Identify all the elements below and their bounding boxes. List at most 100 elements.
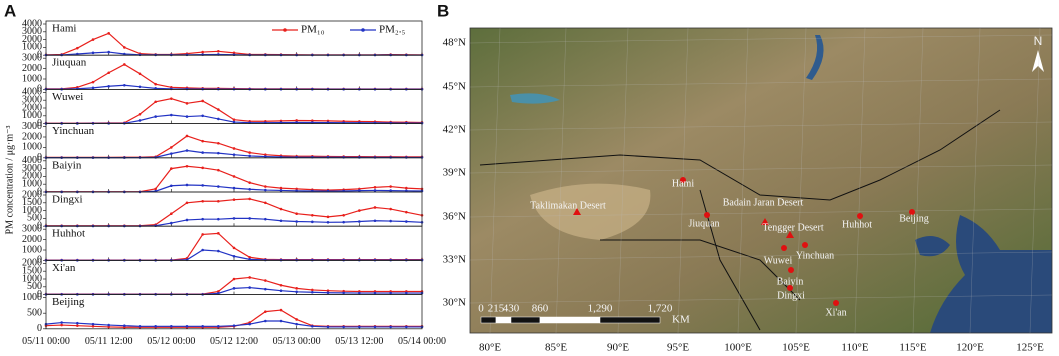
point <box>185 149 189 152</box>
city-marker <box>781 245 787 251</box>
point <box>217 249 220 253</box>
scale-bar <box>510 316 541 324</box>
point <box>248 276 251 279</box>
y-tick-label: 3000 <box>22 26 42 37</box>
subplot-title: Jiuquan <box>52 57 87 69</box>
point <box>201 139 204 143</box>
point <box>248 322 251 326</box>
scale-label: 1,290 <box>588 303 613 315</box>
point <box>232 51 236 55</box>
latitude-label: 48°N <box>443 37 466 49</box>
legend-marker <box>283 28 287 32</box>
point <box>264 310 267 313</box>
place-label: Jiuquan <box>688 218 719 229</box>
point <box>232 153 236 156</box>
point <box>264 185 267 188</box>
latitude-label: 36°N <box>443 211 466 223</box>
point <box>217 217 220 221</box>
point <box>123 63 126 66</box>
longitude-label: 105°E <box>782 342 810 354</box>
x-tick-label: 05/13 12:00 <box>335 336 383 347</box>
point <box>373 186 377 189</box>
point <box>295 189 298 193</box>
point <box>138 112 142 116</box>
scale-label: 860 <box>532 303 549 315</box>
longitude-label: 100°E <box>724 342 752 354</box>
point <box>217 117 220 121</box>
y-tick-label: 0 <box>37 118 42 129</box>
point <box>170 113 173 117</box>
y-tick-label: 0 <box>37 84 42 95</box>
y-tick-label: 0 <box>37 152 42 163</box>
graticule <box>469 208 1053 218</box>
point <box>248 181 251 184</box>
point <box>217 199 220 203</box>
longitude-label: 110°E <box>841 342 868 354</box>
point <box>358 156 361 159</box>
place-label: Yinchuan <box>796 250 834 261</box>
point <box>358 325 361 329</box>
subplot-title: Huhhot <box>52 228 85 240</box>
point <box>311 288 314 292</box>
y-tick-label: 1000 <box>22 110 42 121</box>
place-label: Beijing <box>899 213 928 224</box>
x-tick-label: 05/14 00:00 <box>398 336 446 347</box>
graticule <box>969 27 981 334</box>
point <box>248 217 251 220</box>
point <box>342 220 345 224</box>
point <box>107 71 110 75</box>
point <box>185 87 189 91</box>
x-tick-label: 05/12 12:00 <box>210 336 258 347</box>
point <box>311 220 314 224</box>
graticule <box>469 121 1053 131</box>
plot-frame <box>45 294 423 330</box>
scale-bar <box>599 316 661 324</box>
north-arrow: N <box>1034 34 1043 48</box>
point <box>295 322 298 326</box>
desert-marker <box>786 231 794 238</box>
graticule <box>469 34 1053 44</box>
subplot-title: Wuwei <box>52 91 83 103</box>
series-line <box>46 63 422 90</box>
point <box>107 50 110 54</box>
point <box>185 164 189 168</box>
point <box>201 248 204 252</box>
y-tick-label: 0 <box>37 186 42 197</box>
scale-unit: KM <box>672 314 690 326</box>
point <box>170 221 173 225</box>
latitude-label: 30°N <box>443 297 466 309</box>
graticule <box>1029 27 1041 334</box>
point <box>123 324 126 327</box>
scale-label: 430 <box>503 303 520 315</box>
point <box>264 258 267 262</box>
longitude-label: 95°E <box>667 342 689 354</box>
point <box>154 224 157 228</box>
longitude-label: 125°E <box>1016 342 1044 354</box>
point <box>232 198 236 201</box>
point <box>358 209 361 212</box>
y-tick-label: 0 <box>37 255 42 266</box>
y-tick-label: 500 <box>27 307 42 318</box>
point <box>295 187 298 191</box>
point <box>295 220 298 223</box>
point <box>154 156 157 159</box>
point <box>91 322 95 326</box>
point <box>107 84 110 88</box>
graticule <box>469 78 1053 88</box>
longitude-label: 85°E <box>545 342 567 354</box>
point <box>138 325 142 328</box>
point <box>405 210 408 214</box>
plot-frame <box>45 123 423 159</box>
y-tick-label: 1000 <box>22 178 42 189</box>
scale-bar <box>539 316 601 324</box>
graticule <box>469 294 1053 304</box>
point <box>389 156 392 159</box>
point <box>358 291 361 295</box>
legend-marker <box>361 28 365 32</box>
graticule <box>617 27 629 334</box>
point <box>232 277 236 281</box>
place-label: Xi'an <box>825 307 846 318</box>
point <box>107 325 110 329</box>
point <box>91 51 95 55</box>
point <box>264 319 267 323</box>
